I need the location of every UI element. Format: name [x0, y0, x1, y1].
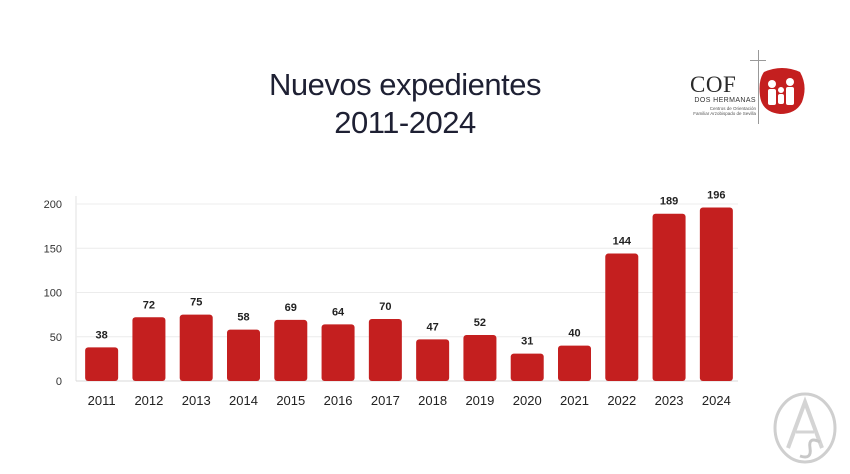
x-tick-label: 2020 [513, 393, 542, 408]
bar-2017 [368, 319, 402, 381]
bar-2021 [558, 345, 591, 381]
bar-2016 [321, 324, 355, 381]
x-tick-label: 2017 [371, 393, 400, 408]
x-tick-label: 2021 [560, 393, 589, 408]
data-label: 144 [613, 236, 632, 248]
x-tick-label: 2015 [276, 393, 305, 408]
x-tick-label: 2018 [418, 393, 447, 408]
data-label: 40 [568, 328, 580, 340]
x-tick-label: 2022 [607, 393, 636, 408]
x-tick-label: 2011 [88, 393, 116, 408]
chart-title: Nuevos expedientes 2011-2024 [220, 66, 590, 142]
data-label: 38 [96, 329, 108, 341]
family-emblem-icon [759, 68, 805, 114]
data-label: 64 [332, 306, 345, 318]
bars [85, 207, 733, 381]
logo-cross-vertical [758, 50, 759, 124]
y-tick-label: 150 [44, 243, 62, 255]
bar-2014 [227, 329, 260, 381]
logo-name: COF [690, 72, 737, 97]
data-label: 196 [707, 190, 725, 202]
y-tick-label: 100 [44, 288, 62, 300]
logo-tagline: Centros de Orientación Familiar Arzobisp… [664, 106, 756, 116]
bar-2019 [463, 334, 497, 381]
x-tick-label: 2024 [702, 393, 731, 408]
data-label: 69 [285, 302, 297, 314]
y-tick-label: 50 [50, 332, 62, 344]
data-label: 70 [379, 301, 391, 313]
data-label: 47 [427, 321, 439, 333]
bar-2012 [132, 317, 166, 381]
data-label: 58 [237, 312, 249, 324]
logo-cross-horizontal [750, 60, 766, 61]
y-axis-ticks: 0 50 100 150 200 [44, 199, 62, 388]
x-tick-label: 2012 [134, 393, 163, 408]
data-label: 189 [660, 196, 678, 208]
data-label: 52 [474, 317, 486, 329]
title-line-1: Nuevos expedientes [269, 67, 541, 102]
x-tick-label: 2016 [324, 393, 353, 408]
bar-2011 [85, 347, 119, 381]
x-tick-label: 2013 [182, 393, 211, 408]
grid-layer [75, 196, 738, 382]
data-labels: 38 72 75 58 69 64 70 47 52 31 40 144 189 196 [96, 190, 726, 348]
bar-2024 [699, 207, 733, 381]
bar-2018 [416, 339, 450, 381]
title-line-2: 2011-2024 [334, 105, 476, 140]
data-label: 31 [521, 336, 533, 348]
bar-2013 [179, 314, 213, 381]
data-label: 72 [143, 299, 155, 311]
x-axis-ticks: 2011 2012 2013 2014 2015 2016 2017 2018 2019 2020… [88, 393, 731, 408]
bar-2020 [510, 353, 544, 381]
logo-subtitle: DOS HERMANAS [694, 97, 756, 104]
data-label: 75 [190, 297, 202, 309]
y-tick-label: 0 [56, 376, 62, 388]
bar-2022 [605, 253, 639, 381]
x-tick-label: 2023 [655, 393, 684, 408]
logo-tagline-line1: Centros de Orientación [709, 106, 756, 111]
logo-tagline-line2: Familiar Arzobispado de Sevilla [693, 111, 756, 116]
bar-2023 [652, 213, 686, 381]
x-tick-label: 2014 [229, 393, 258, 408]
x-tick-label: 2019 [465, 393, 494, 408]
y-tick-label: 200 [44, 199, 62, 211]
watermark-logo-icon [773, 392, 837, 464]
bar-2015 [274, 319, 308, 381]
cof-logo: COF DOS HERMANAS Centros de Orientación … [664, 50, 814, 128]
